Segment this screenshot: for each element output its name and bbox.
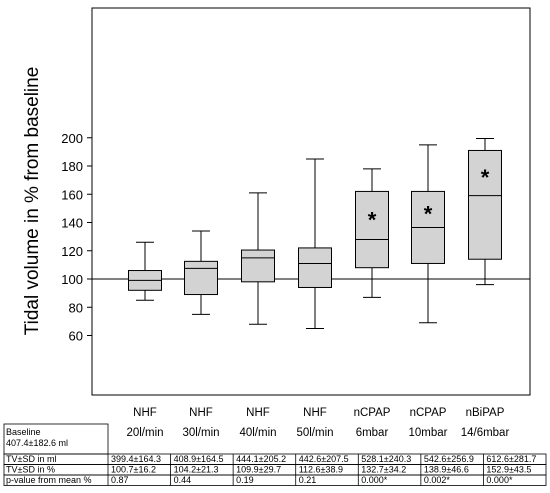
category-label-line2: 30l/min	[182, 427, 219, 439]
category-label-line2: 10mbar	[409, 427, 448, 439]
category-label-line2: 20l/min	[126, 427, 163, 439]
box-3	[241, 192, 275, 325]
category-label-line1: NHF	[246, 407, 270, 419]
table-cell: 0.002*	[424, 475, 451, 485]
category-label-line2: 6mbar	[356, 427, 389, 439]
category-label-line1: nCPAP	[410, 407, 447, 419]
table-cell: 0.44	[174, 475, 192, 485]
category-label-line2: 40l/min	[239, 427, 276, 439]
table-cell: 442.6±207.5	[299, 454, 349, 464]
y-tick-label: 120	[61, 244, 83, 259]
table-cell: 612.6±281.7	[486, 454, 536, 464]
table-cell: 0.000*	[486, 475, 513, 485]
box-7: *	[468, 137, 502, 286]
box-5: *	[355, 168, 389, 298]
table-cell: 528.1±240.3	[361, 454, 411, 464]
table-cell: 109.9±29.7	[236, 465, 281, 475]
box-iqr	[468, 149, 502, 260]
table-header-title: Baseline	[6, 427, 41, 437]
box-iqr	[241, 249, 275, 283]
category-label-line2: 50l/min	[296, 427, 333, 439]
box-4	[298, 158, 332, 329]
table-cell: 408.9±164.5	[174, 454, 224, 464]
table-row-label: TV±SD in %	[6, 465, 55, 475]
table-cell: 104.2±21.3	[174, 465, 219, 475]
table-cell: 0.19	[236, 475, 254, 485]
box-iqr	[184, 260, 218, 296]
y-axis-label: Tidal volume in % from baseline	[22, 67, 43, 336]
y-tick-label: 180	[61, 159, 83, 174]
plot-area: 60 80 100 120 140 160 180 200 Tidal volume in % …	[22, 7, 531, 439]
table-cell: 0.87	[111, 475, 129, 485]
table-cell: 132.7±34.2	[361, 465, 406, 475]
y-tick-label: 140	[61, 216, 83, 231]
significance-marker: *	[424, 201, 433, 226]
category-label-line1: NHF	[133, 407, 157, 419]
category-label-line2: 14/6mbar	[461, 427, 510, 439]
category-label-line1: NHF	[189, 407, 213, 419]
y-tick-label: 60	[69, 329, 83, 344]
table-header-value: 407.4±182.6 ml	[6, 438, 68, 448]
table-cell: 112.6±38.9	[299, 465, 343, 475]
box-2	[184, 230, 218, 315]
table-row-label: TV±SD in ml	[6, 454, 56, 464]
table-row	[3, 474, 547, 486]
table-cell: 138.9±46.6	[424, 465, 469, 475]
y-tick-label: 80	[69, 300, 83, 315]
box-1	[128, 241, 162, 301]
box-6: *	[411, 144, 445, 324]
category-label-line1: NHF	[303, 407, 327, 419]
significance-marker: *	[368, 207, 377, 232]
table-cell: 542.6±256.9	[424, 454, 474, 464]
table-cell: 399.4±164.3	[111, 454, 161, 464]
y-tick-label: 160	[61, 187, 83, 202]
box-iqr	[355, 190, 389, 269]
plot-frame	[91, 7, 531, 396]
category-label-line1: nBiPAP	[466, 407, 505, 419]
y-tick-label: 200	[61, 131, 83, 146]
table-cell: 100.7±16.2	[111, 465, 156, 475]
category-label-line1: nCPAP	[354, 407, 391, 419]
significance-marker: *	[481, 165, 490, 190]
table-cell: 0.21	[299, 475, 317, 485]
table-cell: 0.000*	[361, 475, 388, 485]
table-row-label: p-value from mean %	[6, 475, 92, 485]
box-iqr	[298, 247, 332, 288]
table-cell: 444.1±205.2	[236, 454, 286, 464]
y-tick-label: 100	[61, 272, 83, 287]
table-cell: 152.9±43.5	[486, 465, 531, 475]
